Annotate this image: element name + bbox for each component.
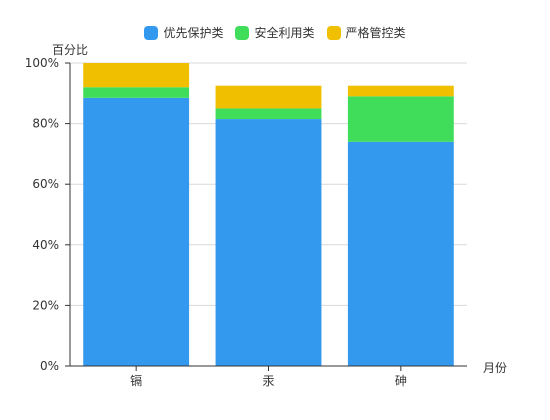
x-tick-label: 砷 — [395, 374, 407, 388]
legend-swatch-strict-control — [326, 25, 341, 40]
legend-label-strict-control: 严格管控类 — [345, 26, 406, 40]
y-axis-label: 百分比 — [52, 43, 89, 57]
bar-segment-strict-control — [83, 63, 190, 88]
legend-label-safe-utilization: 安全利用类 — [254, 26, 315, 40]
legend-swatch-safe-utilization — [235, 25, 250, 40]
chart-legend: 优先保护类 安全利用类 严格管控类 — [0, 24, 550, 41]
bar-segment-priority-protection — [83, 97, 190, 366]
y-tick-label: 80% — [32, 117, 59, 131]
y-tick-label: 0% — [40, 359, 59, 373]
y-tick-label: 20% — [32, 298, 59, 312]
bar-segment-priority-protection — [347, 141, 454, 366]
x-axis-label: 月份 — [483, 361, 508, 375]
bar-segment-safe-utilization — [347, 96, 454, 142]
x-tick-label: 汞 — [262, 374, 274, 388]
legend-item-safe-utilization[interactable]: 安全利用类 — [235, 24, 315, 41]
bar-segment-safe-utilization — [83, 87, 190, 98]
legend-swatch-priority-protection — [144, 25, 159, 40]
y-tick-label: 60% — [32, 177, 59, 191]
x-tick-label: 镉 — [130, 374, 142, 388]
y-tick-label: 40% — [32, 238, 59, 252]
bar-segment-strict-control — [347, 85, 454, 97]
bar-segment-priority-protection — [215, 119, 322, 367]
legend-item-priority-protection[interactable]: 优先保护类 — [144, 24, 223, 41]
legend-label-priority-protection: 优先保护类 — [163, 26, 224, 40]
legend-item-strict-control[interactable]: 严格管控类 — [326, 24, 406, 41]
bar-segment-strict-control — [215, 85, 322, 109]
bar-segment-safe-utilization — [215, 108, 322, 120]
y-tick-label: 100% — [25, 56, 59, 70]
